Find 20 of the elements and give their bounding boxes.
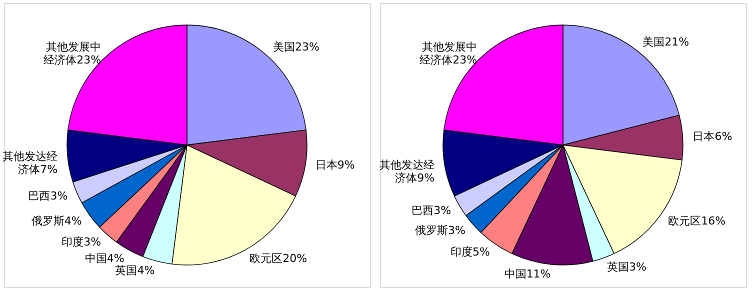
slice-label: 印度5% bbox=[450, 246, 490, 259]
slice-label: 日本6% bbox=[692, 130, 732, 143]
slice-label: 俄罗斯3% bbox=[415, 224, 466, 237]
slice-label: 巴西3% bbox=[412, 204, 452, 218]
slice-label: 美国21% bbox=[642, 35, 690, 48]
slice-label: 日本9% bbox=[315, 158, 355, 172]
slice-label: 欧元区16% bbox=[668, 214, 726, 228]
slice-label: 中国4% bbox=[84, 252, 124, 265]
slice-label: 英国3% bbox=[607, 260, 646, 274]
slice-label: 美国23% bbox=[272, 40, 320, 54]
slice-label: 其他发展中经济体23% bbox=[420, 40, 478, 66]
slice-label: 中国11% bbox=[504, 267, 551, 280]
slice-label: 欧元区20% bbox=[250, 252, 308, 265]
slice-label: 其他发达经济体9% bbox=[380, 158, 435, 184]
slice-label: 俄罗斯4% bbox=[31, 214, 82, 228]
slice-label: 其他发展中经济体23% bbox=[44, 40, 102, 66]
slice-label: 英国4% bbox=[115, 264, 155, 277]
slice-label: 其他发达经济体7% bbox=[2, 150, 58, 176]
slice-label: 印度3% bbox=[62, 236, 102, 249]
slice-label: 巴西3% bbox=[28, 190, 68, 203]
